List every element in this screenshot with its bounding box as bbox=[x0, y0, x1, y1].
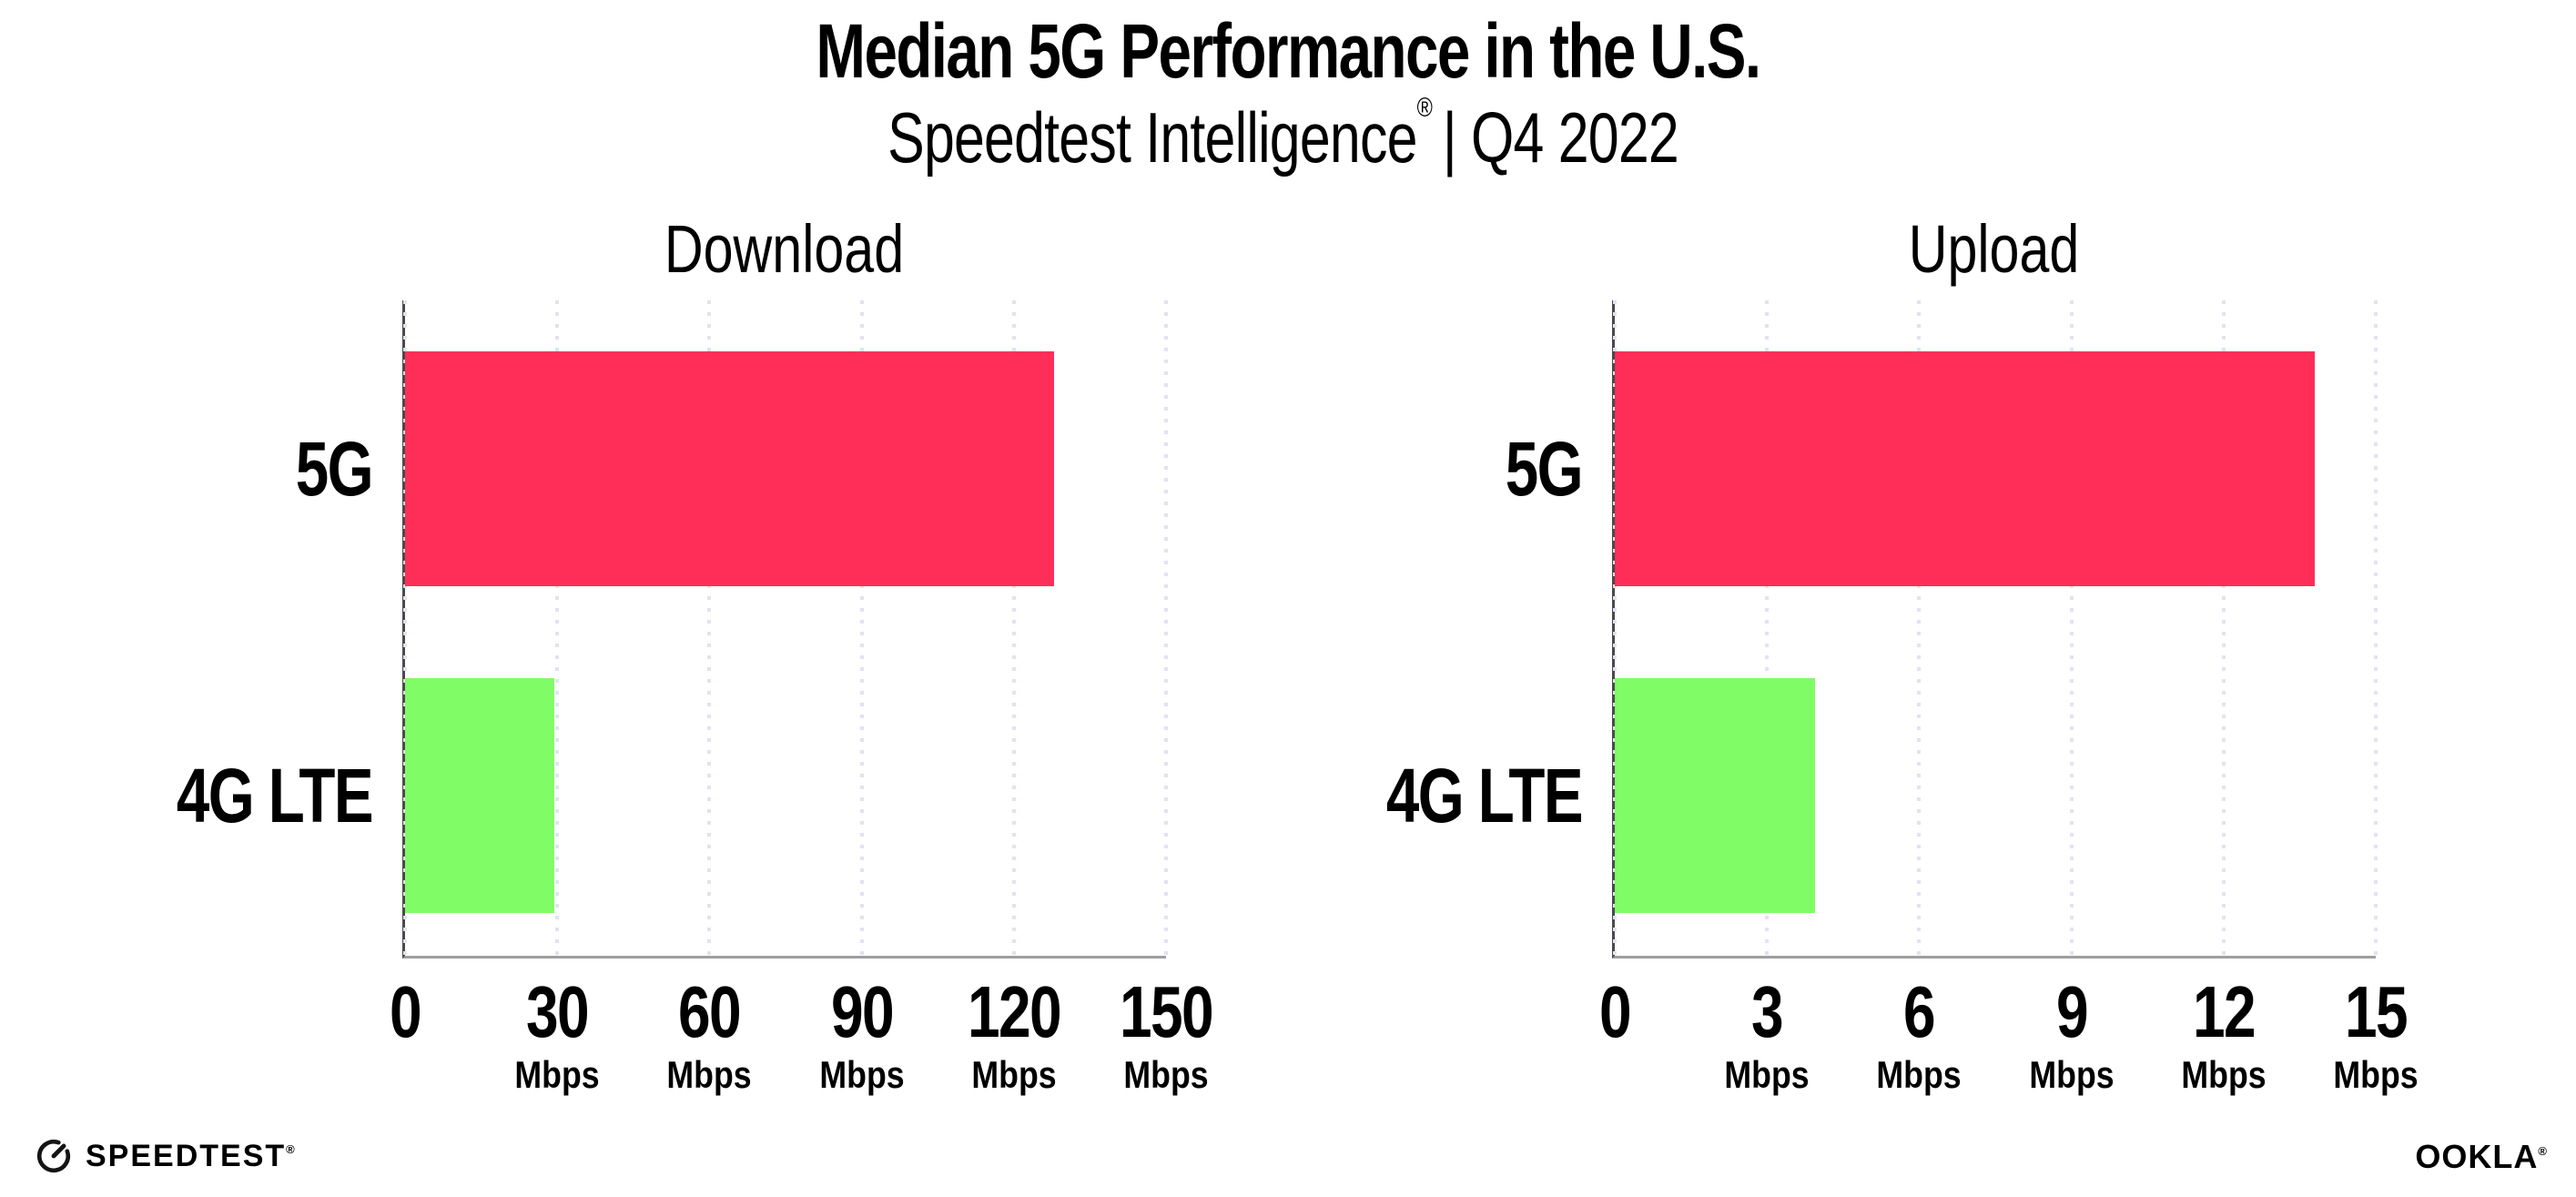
tick-value: 120 bbox=[967, 971, 1062, 1052]
tick-unit: Mbps bbox=[971, 1053, 1057, 1096]
x-tick-0: 0 bbox=[1478, 976, 1751, 1056]
category-label-5g: 5G bbox=[1505, 426, 1584, 512]
tick-unit: Mbps bbox=[1724, 1053, 1810, 1096]
tick-unit: Mbps bbox=[514, 1053, 600, 1096]
gridline bbox=[403, 300, 407, 956]
gridline bbox=[1011, 300, 1016, 956]
download-plot-area: 5G 4G LTE 0 30 Mbps 60 Mbps 90 Mbps 120 Mbps… bbox=[177, 300, 1214, 1094]
tick-value: 15 bbox=[2345, 971, 2409, 1052]
bar-5g-upload bbox=[1615, 351, 2316, 586]
gridline bbox=[859, 300, 864, 956]
tick-unit: Mbps bbox=[2333, 1053, 2419, 1096]
tick-unit: Mbps bbox=[1876, 1053, 1962, 1096]
registered-mark: ® bbox=[286, 1142, 295, 1156]
x-tick-12: 12 Mbps bbox=[2087, 976, 2360, 1094]
speedtest-wordmark: SPEEDTEST® bbox=[86, 1141, 295, 1172]
tick-unit: Mbps bbox=[666, 1053, 752, 1096]
tick-value: 30 bbox=[526, 971, 590, 1052]
gridline bbox=[2374, 300, 2378, 956]
x-tick-9: 9 Mbps bbox=[1935, 976, 2208, 1094]
gridline bbox=[1164, 300, 1168, 956]
tick-unit: Mbps bbox=[2028, 1053, 2115, 1096]
x-tick-150: 150 Mbps bbox=[1029, 976, 1303, 1094]
gridline bbox=[2069, 300, 2074, 956]
tick-value: 90 bbox=[830, 971, 895, 1052]
page-title: Median 5G Performance in the U.S. bbox=[816, 8, 1761, 94]
gridline bbox=[1613, 300, 1617, 956]
tick-value: 60 bbox=[678, 971, 742, 1052]
gridline bbox=[1765, 300, 1770, 956]
gauge-icon bbox=[36, 1139, 71, 1173]
gridline bbox=[1917, 300, 1922, 956]
bar-4g-lte-upload bbox=[1615, 678, 1816, 913]
x-tick-120: 120 Mbps bbox=[877, 976, 1151, 1094]
ookla-logo: OOKLA® bbox=[2415, 1141, 2547, 1173]
category-label-4g-lte: 4G LTE bbox=[1385, 753, 1584, 838]
tick-value: 9 bbox=[2055, 971, 2089, 1052]
bar-5g-download bbox=[405, 351, 1055, 586]
x-tick-0: 0 bbox=[269, 976, 542, 1056]
category-label-4g-lte: 4G LTE bbox=[176, 753, 374, 838]
x-tick-3: 3 Mbps bbox=[1630, 976, 1903, 1094]
x-tick-15: 15 Mbps bbox=[2239, 976, 2512, 1094]
tick-value: 0 bbox=[1599, 971, 1632, 1052]
subtitle-brand: Speedtest Intelligence bbox=[887, 97, 1417, 178]
x-tick-60: 60 Mbps bbox=[573, 976, 846, 1094]
speedtest-wordmark-text: SPEEDTEST bbox=[86, 1139, 287, 1173]
registered-mark: ® bbox=[2538, 1144, 2547, 1158]
upload-chart: Upload 5G 4G LTE 0 3 Mbps 6 Mbps 9 Mbps 12 M… bbox=[1386, 211, 2419, 1094]
bar-4g-lte-download bbox=[405, 678, 555, 913]
category-label-5g: 5G bbox=[295, 426, 374, 512]
registered-mark: ® bbox=[1416, 93, 1433, 123]
tick-unit: Mbps bbox=[2181, 1053, 2267, 1096]
download-chart-title: Download bbox=[664, 211, 905, 287]
x-tick-30: 30 Mbps bbox=[421, 976, 694, 1094]
gridline bbox=[2221, 300, 2226, 956]
tick-value: 150 bbox=[1120, 971, 1214, 1052]
download-chart: Download 5G 4G LTE 0 30 Mbps 60 Mbps 90 Mbp… bbox=[177, 211, 1214, 1094]
gridline bbox=[555, 300, 560, 956]
upload-plot-area: 5G 4G LTE 0 3 Mbps 6 Mbps 9 Mbps 12 Mbps 15 M… bbox=[1386, 300, 2419, 1094]
tick-value: 6 bbox=[1903, 971, 1936, 1052]
subtitle-period: | Q4 2022 bbox=[1442, 97, 1679, 178]
tick-value: 12 bbox=[2192, 971, 2257, 1052]
upload-chart-title: Upload bbox=[1908, 211, 2080, 287]
tick-value: 0 bbox=[390, 971, 422, 1052]
page-subtitle: Speedtest Intelligence® | Q4 2022 bbox=[283, 93, 2292, 179]
ookla-wordmark: OOKLA bbox=[2415, 1138, 2539, 1175]
speedtest-logo: SPEEDTEST® bbox=[35, 1137, 295, 1175]
tick-unit: Mbps bbox=[818, 1053, 905, 1096]
tick-unit: Mbps bbox=[1123, 1053, 1209, 1096]
tick-value: 3 bbox=[1751, 971, 1784, 1052]
x-tick-90: 90 Mbps bbox=[725, 976, 999, 1094]
gridline bbox=[707, 300, 712, 956]
x-tick-6: 6 Mbps bbox=[1782, 976, 2055, 1094]
